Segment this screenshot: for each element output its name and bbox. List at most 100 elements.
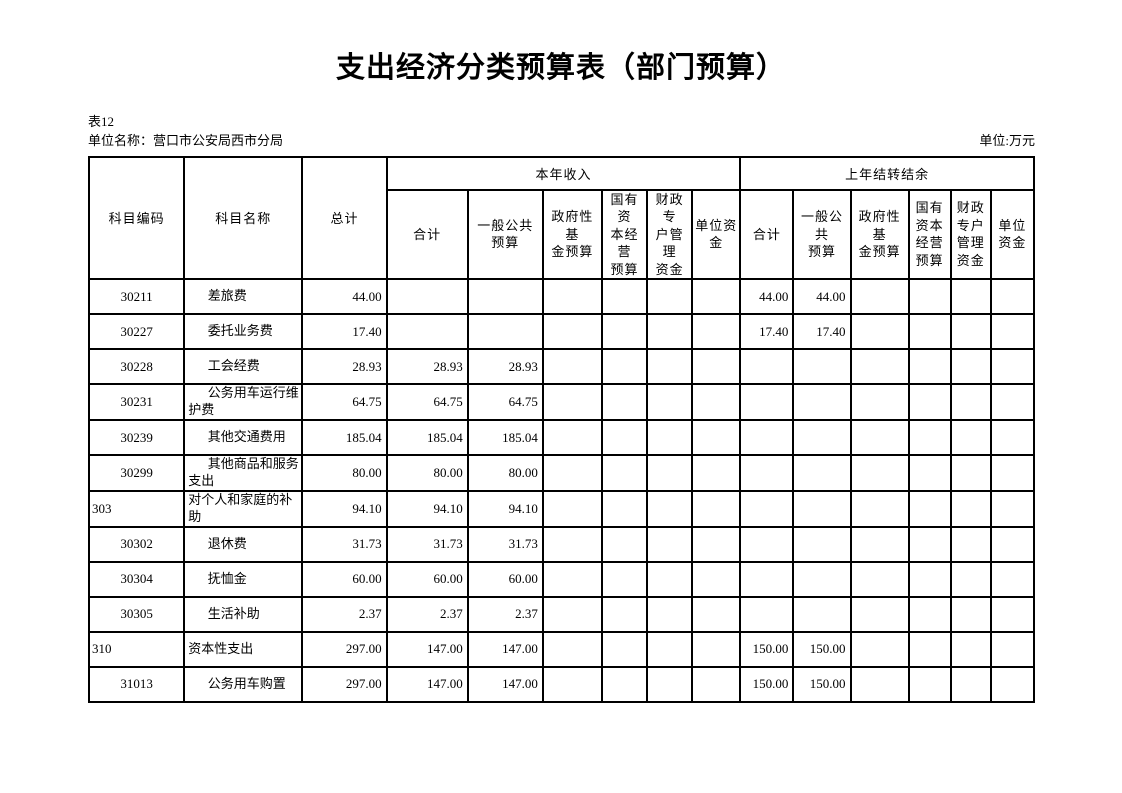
value-cell [691,348,742,386]
value-cell: 44.00 [301,278,388,316]
value-cell [691,278,742,316]
table-row: 30304 抚恤金 60.00 60.00 60.00 [87,560,1036,598]
value-cell [849,665,910,703]
subject-name-cell: 工会经费 [183,348,304,386]
subject-name-cell: 委托业务费 [183,313,304,351]
value-cell: 94.10 [301,489,388,528]
table-row: 30211 差旅费 44.00 44.00 44.00 [87,278,1036,316]
value-cell [739,489,795,528]
value-cell [989,630,1036,668]
header-group-prior-year-carryover: 上年结转结余 [739,155,1035,191]
value-cell [949,525,992,563]
subject-code-cell: 310 [87,630,186,668]
value-cell [541,383,603,422]
value-cell [792,419,852,457]
value-cell [907,560,952,598]
value-cell [849,489,910,528]
value-cell [691,419,742,457]
value-cell [907,595,952,633]
value-cell [739,419,795,457]
value-cell: 2.37 [301,595,388,633]
value-cell [541,489,603,528]
value-cell [849,595,910,633]
table-row: 31013 公务用车购置 297.00 147.00 147.00 150.00 150.0… [87,665,1036,703]
value-cell [849,419,910,457]
subject-code-cell: 31013 [87,665,186,703]
value-cell: 44.00 [739,278,795,316]
value-cell: 150.00 [739,665,795,703]
value-cell: 147.00 [385,665,469,703]
subject-name-cell: 公务用车运行维 护费 [183,383,304,422]
value-cell: 64.75 [301,383,388,422]
header-group-row: 科目编码 科目名称 总计 本年收入 上年结转结余 [87,155,1035,281]
value-cell [949,348,992,386]
subject-code-cell: 30228 [87,348,186,386]
value-cell [600,630,649,668]
value-cell [691,525,742,563]
value-cell [646,419,694,457]
header-cy-fiscal-special-account: 财政专 户管理 资金 [646,188,694,281]
value-cell [949,278,992,316]
value-cell [989,595,1036,633]
subject-name-cell: 资本性支出 [183,630,304,668]
value-cell [600,454,649,492]
unit-measure: 单位:万元 [979,133,1035,149]
header-py-state-capital-budget: 国有 资本 经营 预算 [907,188,952,281]
header-subject-code: 科目编码 [87,155,186,281]
value-cell: 44.00 [792,278,852,316]
value-cell: 31.73 [301,525,388,563]
value-cell [646,630,694,668]
value-cell [989,525,1036,563]
value-cell: 17.40 [739,313,795,351]
value-cell: 28.93 [301,348,388,386]
unit-name: 单位名称：营口市公安局西市分局 [88,133,284,149]
value-cell [691,454,742,492]
table-meta: 表12 单位名称：营口市公安局西市分局 单位:万元 [88,114,1035,150]
subject-code-cell: 30299 [87,454,186,492]
value-cell: 185.04 [385,419,469,457]
value-cell [600,419,649,457]
value-cell [646,278,694,316]
value-cell: 147.00 [466,665,544,703]
value-cell [739,454,795,492]
value-cell: 147.00 [385,630,469,668]
table-row: 303 对个人和家庭的补 助 94.10 94.10 94.10 [87,489,1036,528]
value-cell [600,665,649,703]
value-cell [949,383,992,422]
value-cell [989,383,1036,422]
value-cell [600,348,649,386]
table-body: 30211 差旅费 44.00 44.00 44.00 30227 委托业务费 17.40 17… [87,278,1036,703]
value-cell [646,454,694,492]
value-cell [949,489,992,528]
value-cell: 28.93 [466,348,544,386]
value-cell: 297.00 [301,630,388,668]
header-py-unit-funds: 单位 资金 [989,188,1036,281]
value-cell [600,560,649,598]
value-cell [849,313,910,351]
value-cell [541,630,603,668]
value-cell: 17.40 [301,313,388,351]
value-cell: 94.10 [385,489,469,528]
value-cell [907,630,952,668]
value-cell: 150.00 [739,630,795,668]
value-cell: 2.37 [466,595,544,633]
value-cell [541,419,603,457]
value-cell [385,278,469,316]
subject-code-cell: 303 [87,489,186,528]
subject-code-cell: 30305 [87,595,186,633]
value-cell: 60.00 [466,560,544,598]
value-cell [849,383,910,422]
value-cell: 31.73 [385,525,469,563]
value-cell [989,278,1036,316]
value-cell [541,348,603,386]
value-cell [541,525,603,563]
value-cell [949,313,992,351]
subject-name-cell: 对个人和家庭的补 助 [183,489,304,528]
value-cell [385,313,469,351]
value-cell [541,313,603,351]
value-cell: 60.00 [301,560,388,598]
value-cell [792,595,852,633]
table-row: 30231 公务用车运行维 护费 64.75 64.75 64.75 [87,383,1036,422]
value-cell [907,525,952,563]
value-cell [600,313,649,351]
